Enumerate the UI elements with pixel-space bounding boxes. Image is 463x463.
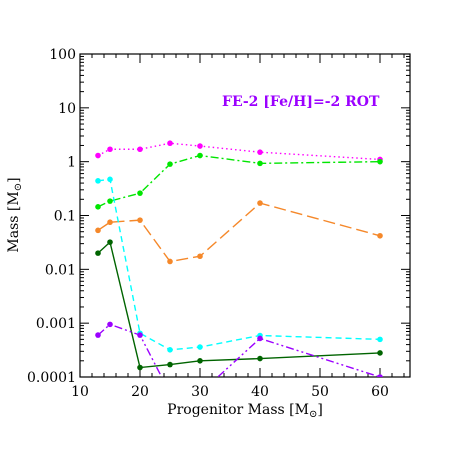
series-line [97,240,381,369]
data-point [257,335,263,342]
data-point [95,250,101,256]
y-tick-label: 10 [58,101,76,117]
data-point [197,143,203,149]
data-point [95,178,101,184]
data-point [137,146,143,153]
data-point [95,204,101,210]
data-point [107,146,113,153]
series-layer [97,142,381,377]
data-point [377,374,383,377]
x-tick-label: 40 [251,384,269,400]
data-point [377,232,383,239]
data-point [377,158,383,165]
data-point [95,227,101,234]
data-point [107,239,113,245]
y-tick-label: 0.1 [54,209,76,225]
data-point [167,347,173,353]
data-point [107,176,113,183]
axis-ticks [79,54,410,378]
series-line [97,154,381,208]
y-tick-label: 1 [67,155,76,171]
chart-annotation: FE-2 [Fe/H]=-2 ROT [222,94,380,110]
data-point [107,321,113,328]
data-point [107,219,113,226]
series-line [97,202,381,263]
data-point [197,357,203,364]
data-point [257,355,263,362]
data-point [137,364,143,371]
data-point [137,190,143,196]
data-point [167,390,173,396]
tick-labels: 10 20 30 40 50 60 0.0001 0.001 0.01 0.1 1 10 100 [27,47,389,400]
data-point [167,140,173,147]
points-layer [95,140,383,396]
data-point [95,152,101,159]
y-axis-label: Mass [M⊙] [6,177,24,252]
y-tick-label: 0.01 [45,262,76,278]
data-point [257,149,263,155]
data-point [197,344,203,350]
data-point [377,336,383,343]
data-point [377,350,383,356]
data-point [95,332,101,338]
data-point [167,361,173,368]
series-line [97,178,381,351]
y-tick-label: 0.001 [36,316,76,332]
data-point [167,161,173,167]
y-tick-label: 100 [49,47,76,63]
data-point [167,258,173,265]
y-tick-label: 0.0001 [27,370,76,386]
x-axis-label: Progenitor Mass [M⊙] [167,402,323,420]
x-tick-label: 20 [131,384,149,400]
data-point [197,152,203,159]
x-tick-label: 60 [371,384,389,400]
data-point [257,160,263,167]
x-tick-label: 10 [71,384,89,400]
x-tick-label: 30 [191,384,209,400]
data-point [107,198,113,204]
data-point [257,200,263,206]
x-tick-label: 50 [311,384,329,400]
data-point [197,253,203,260]
data-point [137,332,143,338]
data-point [137,217,143,223]
